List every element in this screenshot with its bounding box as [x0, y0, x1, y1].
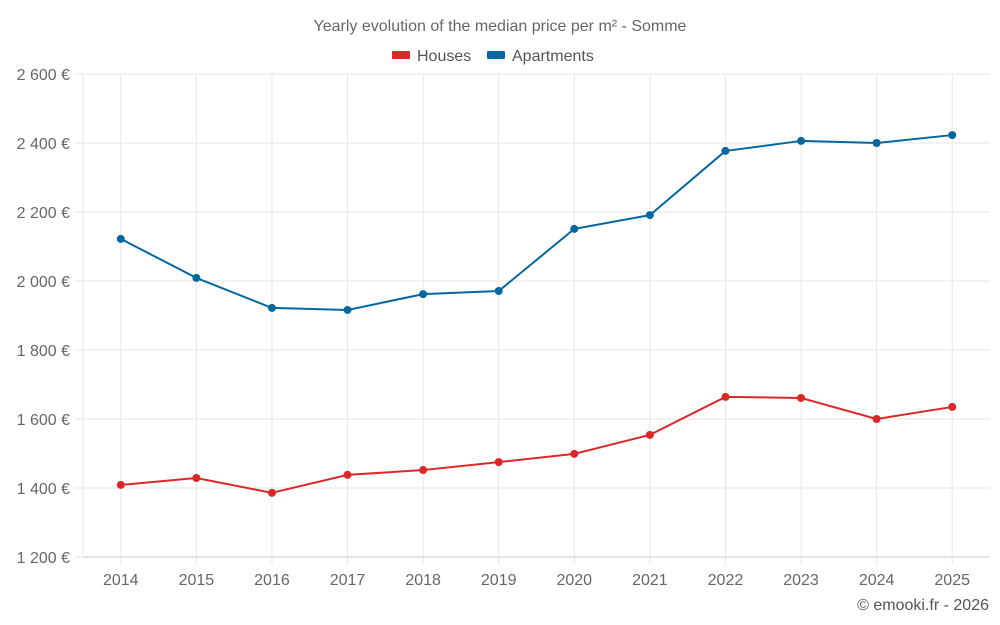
x-tick-label: 2015: [179, 572, 215, 589]
legend-label-apartments: Apartments: [512, 48, 594, 65]
y-tick-label: 1 400 €: [17, 481, 70, 498]
point-houses[interactable]: [872, 415, 881, 423]
point-apartments[interactable]: [570, 224, 579, 233]
point-houses[interactable]: [419, 466, 428, 475]
point-apartments[interactable]: [645, 211, 654, 220]
x-tick-label: 2017: [330, 572, 366, 589]
point-apartments[interactable]: [797, 136, 806, 145]
line-houses: [120, 395, 953, 494]
legend-swatch-apartments: [487, 51, 505, 59]
point-apartments[interactable]: [494, 287, 503, 296]
series-houses: [116, 392, 957, 497]
legend-item-apartments[interactable]: Apartments: [487, 48, 594, 65]
series-group: [116, 131, 957, 497]
point-houses[interactable]: [721, 392, 730, 401]
line-apartments: [120, 134, 953, 311]
x-tick-label: 2024: [859, 572, 895, 589]
y-tick-label: 1 200 €: [17, 550, 70, 567]
x-tick-label: 2014: [103, 572, 139, 589]
point-houses[interactable]: [570, 449, 579, 458]
point-houses[interactable]: [192, 473, 201, 482]
point-apartments[interactable]: [343, 305, 352, 314]
point-houses[interactable]: [797, 393, 806, 402]
y-tick-label: 2 000 €: [17, 274, 70, 291]
series-apartments: [116, 131, 957, 314]
credit-text: © emooki.fr - 2026: [857, 597, 989, 614]
point-apartments[interactable]: [948, 131, 957, 140]
point-houses[interactable]: [948, 402, 957, 411]
point-apartments[interactable]: [192, 273, 201, 282]
legend: Houses Apartments: [392, 48, 594, 65]
point-houses[interactable]: [343, 470, 352, 479]
x-tick-label: 2021: [632, 572, 668, 589]
legend-label-houses: Houses: [417, 48, 471, 65]
point-apartments[interactable]: [419, 290, 428, 299]
point-houses[interactable]: [116, 480, 125, 489]
point-houses[interactable]: [267, 488, 276, 497]
x-tick-label: 2018: [405, 572, 441, 589]
chart-title: Yearly evolution of the median price per…: [314, 18, 687, 35]
y-tick-label: 1 800 €: [17, 343, 70, 360]
point-apartments[interactable]: [721, 146, 730, 155]
point-houses[interactable]: [494, 458, 503, 467]
x-tick-label: 2023: [783, 572, 819, 589]
x-tick-label: 2019: [481, 572, 517, 589]
legend-item-houses[interactable]: Houses: [392, 48, 471, 65]
x-tick-label: 2020: [556, 572, 592, 589]
point-apartments[interactable]: [267, 303, 276, 312]
y-axis: 1 200 € 1 400 € 1 600 € 1 800 € 2 000 € 2 200…: [17, 67, 83, 567]
y-tick-label: 2 600 €: [17, 67, 70, 84]
y-gridlines: [83, 73, 990, 558]
y-tick-label: 1 600 €: [17, 412, 70, 429]
point-houses[interactable]: [645, 430, 654, 439]
legend-swatch-houses: [392, 51, 410, 59]
x-tick-label: 2022: [708, 572, 744, 589]
point-apartments[interactable]: [872, 139, 881, 147]
x-axis: 2014 2015 2016 2017 2018 2019 2020 2021 2022 2023…: [103, 572, 970, 589]
point-apartments[interactable]: [116, 234, 125, 243]
y-tick-label: 2 400 €: [17, 136, 70, 153]
x-gridlines: [82, 74, 953, 565]
x-tick-label: 2016: [254, 572, 290, 589]
y-tick-label: 2 200 €: [17, 205, 70, 222]
x-tick-label: 2025: [934, 572, 970, 589]
